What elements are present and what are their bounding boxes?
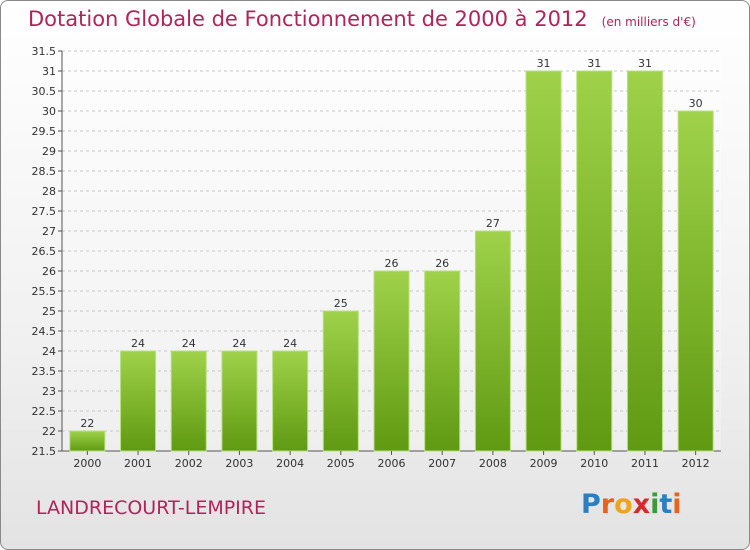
bar [322,310,359,452]
data-label: 24 [131,337,145,350]
data-label: 31 [638,57,652,70]
chart-subtitle: (en milliers d'€) [601,15,696,29]
y-tick-label: 23.5 [32,365,57,378]
data-label: 26 [385,257,399,270]
x-tick-label: 2007 [428,457,456,470]
x-tick-label: 2003 [225,457,253,470]
y-tick-label: 22.5 [32,405,57,418]
logo-letter: o [614,489,633,520]
logo-letter: i [650,489,660,520]
data-label: 24 [283,337,297,350]
data-label: 27 [486,217,500,230]
proxiti-logo[interactable]: Proxiti [581,489,682,520]
x-tick-label: 2009 [530,457,558,470]
y-tick-label: 27 [42,225,56,238]
bar [221,350,258,452]
y-tick-label: 26 [42,265,56,278]
x-tick-label: 2010 [580,457,608,470]
x-tick-label: 2006 [378,457,406,470]
data-label: 31 [587,57,601,70]
x-tick-label: 2011 [631,457,659,470]
y-tick-label: 30 [42,105,56,118]
bar [626,70,663,452]
city-name: LANDRECOURT-LEMPIRE [36,497,266,519]
x-tick-label: 2004 [276,457,304,470]
y-tick-label: 26.5 [32,245,57,258]
logo-letter: P [581,489,601,520]
data-label: 24 [182,337,196,350]
y-tick-label: 30.5 [32,85,57,98]
bar [424,270,461,452]
bar [272,350,309,452]
data-label: 22 [80,417,94,430]
logo-letter: i [672,489,682,520]
y-tick-label: 28 [42,185,56,198]
y-tick-label: 29.5 [32,125,57,138]
bar [576,70,613,452]
chart-title-text: Dotation Globale de Fonctionnement de 20… [28,7,588,31]
data-label: 25 [334,297,348,310]
y-tick-label: 24 [42,345,56,358]
y-tick-label: 28.5 [32,165,57,178]
y-tick-label: 31.5 [32,45,57,58]
data-label: 26 [435,257,449,270]
x-tick-label: 2000 [73,457,101,470]
logo-letter: x [632,489,651,520]
y-tick-label: 24.5 [32,325,57,338]
y-tick-label: 31 [42,65,56,78]
x-tick-label: 2002 [175,457,203,470]
logo-letter: t [659,489,673,520]
y-tick-label: 23 [42,385,56,398]
bar [69,430,106,452]
y-tick-label: 27.5 [32,205,57,218]
chart-title: Dotation Globale de Fonctionnement de 20… [28,7,696,31]
bar [474,230,511,452]
y-tick-label: 21.5 [32,445,57,458]
x-tick-label: 2008 [479,457,507,470]
y-tick-label: 25.5 [32,285,57,298]
data-label: 30 [689,97,703,110]
logo-letter: r [600,489,615,520]
bar [373,270,410,452]
bar [677,110,714,452]
y-tick-label: 25 [42,305,56,318]
bar [170,350,207,452]
y-tick-label: 29 [42,145,56,158]
data-label: 31 [537,57,551,70]
bar [120,350,157,452]
x-tick-label: 2005 [327,457,355,470]
data-label: 24 [232,337,246,350]
x-tick-label: 2001 [124,457,152,470]
bar [525,70,562,452]
y-tick-label: 22 [42,425,56,438]
x-tick-label: 2012 [682,457,710,470]
